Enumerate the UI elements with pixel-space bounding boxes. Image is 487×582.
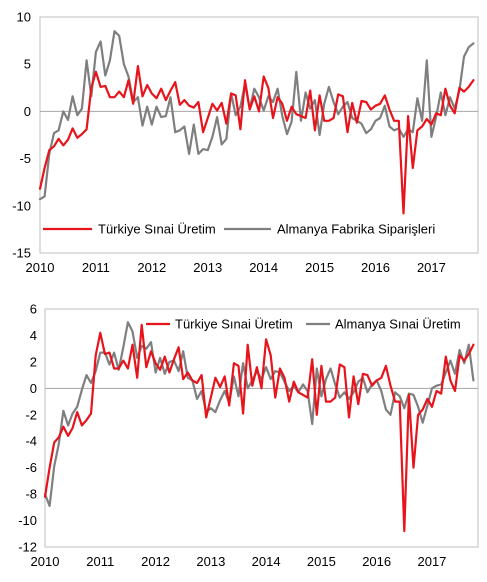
legend: Türkiye Sınai Üretim Almanya Fabrika Sipa… bbox=[43, 222, 435, 237]
y-tick-label: -6 bbox=[25, 460, 37, 475]
plot-area bbox=[44, 308, 479, 548]
x-tick-label: 2010 bbox=[31, 554, 60, 569]
legend: Türkiye Sınai Üretim Almanya Sınai Üretim bbox=[146, 317, 461, 332]
x-tick-label: 2016 bbox=[362, 554, 391, 569]
y-tick-label: 6 bbox=[30, 302, 37, 317]
series-line-1 bbox=[43, 323, 475, 533]
y-tick-label: -10 bbox=[18, 513, 37, 528]
x-tick-label: 2014 bbox=[249, 260, 278, 275]
y-tick-label: -8 bbox=[25, 487, 37, 502]
x-tick-label: 2017 bbox=[417, 260, 446, 275]
x-tick-label: 2010 bbox=[26, 260, 55, 275]
y-tick-label: 4 bbox=[30, 328, 37, 343]
x-tick-label: 2011 bbox=[86, 554, 114, 569]
x-tick-label: 2015 bbox=[305, 260, 334, 275]
y-tick-label: -2 bbox=[25, 407, 37, 422]
legend-label: Almanya Fabrika Siparişleri bbox=[277, 222, 435, 237]
legend-label: Türkiye Sınai Üretim bbox=[98, 222, 216, 237]
y-tick-label: -10 bbox=[12, 198, 31, 213]
y-tick-label: -15 bbox=[12, 246, 31, 261]
series-line-2 bbox=[38, 30, 475, 201]
y-tick-label: 5 bbox=[24, 57, 31, 72]
x-tick-label: 2013 bbox=[193, 260, 222, 275]
x-tick-label: 2016 bbox=[361, 260, 390, 275]
y-tick-label: 0 bbox=[30, 381, 37, 396]
x-tick-label: 2012 bbox=[137, 260, 166, 275]
x-tick-label: 2013 bbox=[196, 554, 225, 569]
x-tick-label: 2011 bbox=[82, 260, 110, 275]
x-tick-label: 2012 bbox=[141, 554, 170, 569]
chart-2: -12 -10 -8 -6 -4 -2 0 2 4 6 2010 2011 2012 2013 2014 20… bbox=[18, 302, 479, 569]
x-tick-label: 2014 bbox=[252, 554, 281, 569]
plot-area bbox=[39, 16, 479, 254]
legend-label: Türkiye Sınai Üretim bbox=[175, 317, 293, 332]
y-tick-label: -5 bbox=[19, 151, 31, 166]
x-tick-label: 2015 bbox=[307, 554, 336, 569]
y-tick-label: -12 bbox=[18, 540, 37, 555]
y-tick-label: 0 bbox=[24, 104, 31, 119]
legend-label: Almanya Sınai Üretim bbox=[335, 317, 461, 332]
series-line-1 bbox=[38, 65, 475, 215]
y-tick-label: -4 bbox=[25, 434, 37, 449]
y-tick-label: 10 bbox=[17, 10, 31, 25]
chart-1: -15 -10 -5 0 5 10 2010 2011 2012 2013 2014 2015 2016… bbox=[12, 10, 479, 275]
y-tick-label: 2 bbox=[30, 354, 37, 369]
x-tick-label: 2017 bbox=[417, 554, 446, 569]
